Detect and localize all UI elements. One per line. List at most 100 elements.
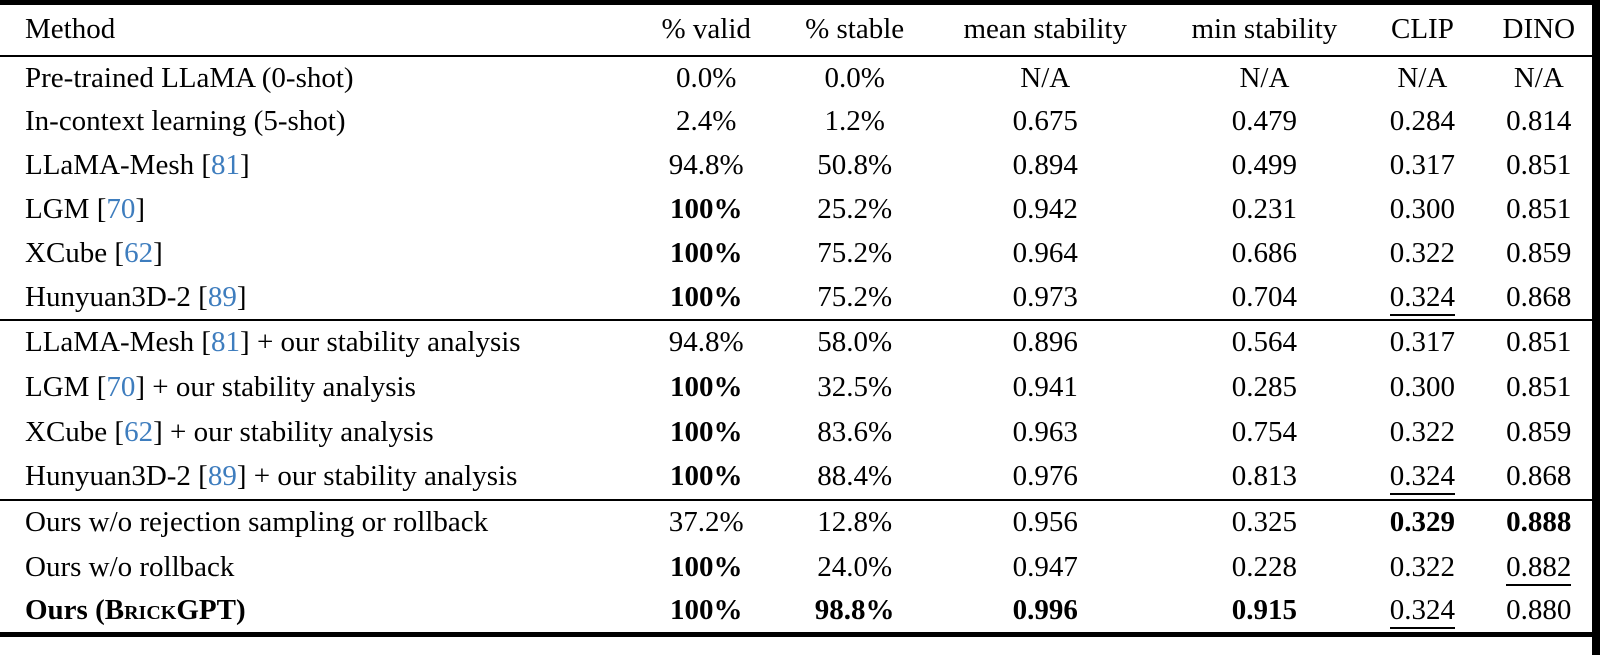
value-cell-clip: 0.300 <box>1367 365 1477 410</box>
method-cell: LGM [70] + our stability analysis <box>0 365 632 410</box>
citation-link[interactable]: 62 <box>124 415 154 448</box>
table-row: Pre-trained LLaMA (0-shot) 0.0% 0.0% N/A N/A… <box>0 56 1600 100</box>
citation-link[interactable]: 89 <box>207 460 237 492</box>
value-cell-min-stability: 0.686 <box>1162 232 1368 276</box>
value-cell-dino: 0.851 <box>1478 188 1600 232</box>
method-text: Pre-trained LLaMA (0-shot) <box>25 61 354 94</box>
value-text: 100% <box>669 193 743 225</box>
value-text: 50.8% <box>817 149 893 181</box>
value-text: 0.963 <box>1012 415 1078 448</box>
value-text: 75.2% <box>817 280 893 313</box>
citation-link[interactable]: 89 <box>207 280 237 313</box>
value-cell-mean-stability: 0.963 <box>929 410 1162 455</box>
value-text: 0.564 <box>1231 326 1298 358</box>
citation-link[interactable]: 70 <box>106 370 136 403</box>
value-text: 0.0% <box>824 61 885 94</box>
method-text: GPT <box>176 594 236 627</box>
value-cell-min-stability: 0.228 <box>1162 545 1368 590</box>
value-cell-stable: 12.8% <box>780 500 928 545</box>
value-cell-dino: 0.851 <box>1478 144 1600 188</box>
method-cell: LGM [70] <box>0 188 632 232</box>
value-text: 94.8% <box>668 326 744 358</box>
value-cell-stable: 32.5% <box>780 365 928 410</box>
table-group-1: Pre-trained LLaMA (0-shot) 0.0% 0.0% N/A N/A… <box>0 56 1600 320</box>
table-header: Method % valid % stable mean stability min s… <box>0 3 1600 56</box>
value-text: 0.813 <box>1231 460 1298 492</box>
value-text: 0.942 <box>1012 193 1078 225</box>
value-text: 0.859 <box>1506 237 1572 269</box>
value-cell-mean-stability: 0.675 <box>929 100 1162 144</box>
value-text: 0.896 <box>1012 326 1078 358</box>
value-cell-valid: 100% <box>632 410 780 455</box>
value-text: 32.5% <box>817 370 893 403</box>
value-cell-clip: 0.300 <box>1367 188 1477 232</box>
value-text: 0.0% <box>675 61 737 94</box>
method-cell: Ours w/o rejection sampling or rollback <box>0 500 632 545</box>
value-cell-valid: 100% <box>632 188 780 232</box>
citation-link[interactable]: 81 <box>211 149 241 181</box>
value-text: 0.868 <box>1506 460 1572 492</box>
value-cell-mean-stability: N/A <box>929 56 1162 100</box>
value-cell-dino: 0.814 <box>1478 100 1600 144</box>
value-text: 0.231 <box>1231 193 1298 225</box>
method-text: ] <box>240 149 250 181</box>
value-text: 0.996 <box>1012 594 1078 627</box>
value-cell-stable: 83.6% <box>780 410 928 455</box>
table-row: Hunyuan3D-2 [89] 100% 75.2% 0.973 0.704 0.324… <box>0 276 1600 320</box>
method-cell: Hunyuan3D-2 [89] + our stability analysi… <box>0 455 632 500</box>
method-cell: In-context learning (5-shot) <box>0 100 632 144</box>
value-text: 0.894 <box>1012 149 1078 181</box>
method-text: XCube [ <box>25 415 125 448</box>
value-text: 0.859 <box>1506 415 1572 448</box>
value-cell-clip: N/A <box>1367 56 1477 100</box>
method-cell: LLaMA-Mesh [81] <box>0 144 632 188</box>
value-cell-min-stability: 0.915 <box>1162 590 1368 635</box>
method-text: ] + our stability analysis <box>240 326 521 358</box>
value-cell-dino: 0.880 <box>1478 590 1600 635</box>
value-cell-mean-stability: 0.894 <box>929 144 1162 188</box>
table-row: Hunyuan3D-2 [89] + our stability analysi… <box>0 455 1600 500</box>
value-cell-valid: 100% <box>632 232 780 276</box>
column-header-dino: DINO <box>1502 13 1576 46</box>
value-text: 0.300 <box>1389 193 1456 225</box>
method-text: LGM [ <box>25 193 107 225</box>
method-cell: Ours w/o rollback <box>0 545 632 590</box>
value-cell-mean-stability: 0.973 <box>929 276 1162 320</box>
value-cell-clip: 0.324 <box>1367 276 1477 320</box>
value-cell-clip: 0.322 <box>1367 232 1477 276</box>
value-cell-mean-stability: 0.956 <box>929 500 1162 545</box>
table-group-2: LLaMA-Mesh [81] + our stability analysis… <box>0 319 1600 500</box>
citation-link[interactable]: 70 <box>106 193 136 225</box>
citation-link[interactable]: 81 <box>211 326 241 358</box>
method-text: ] + our stability analysis <box>236 460 518 492</box>
value-cell-stable: 88.4% <box>780 455 928 500</box>
column-header-min-stability: min stability <box>1191 13 1338 46</box>
value-cell-dino: 0.851 <box>1478 320 1600 365</box>
right-edge-bar <box>1592 0 1600 655</box>
method-text: Hunyuan3D-2 [ <box>25 280 208 313</box>
value-cell-dino: 0.868 <box>1478 455 1600 500</box>
value-text: 100% <box>669 370 743 403</box>
value-cell-stable: 98.8% <box>780 590 928 635</box>
value-cell-dino: 0.882 <box>1478 545 1600 590</box>
value-text: 0.851 <box>1506 193 1572 225</box>
value-cell-mean-stability: 0.964 <box>929 232 1162 276</box>
table-row: LLaMA-Mesh [81] 94.8% 50.8% 0.894 0.499 0.317… <box>0 144 1600 188</box>
value-cell-valid: 94.8% <box>632 144 780 188</box>
value-cell-min-stability: 0.325 <box>1162 500 1368 545</box>
value-text: 0.322 <box>1389 415 1456 448</box>
value-text: 100% <box>669 415 743 448</box>
value-cell-dino: 0.851 <box>1478 365 1600 410</box>
method-text: Ours w/o rollback <box>25 550 235 583</box>
value-text: 1.2% <box>824 105 885 137</box>
value-cell-valid: 100% <box>632 365 780 410</box>
value-text: 37.2% <box>668 506 744 538</box>
value-text: 58.0% <box>817 326 893 358</box>
table-row: In-context learning (5-shot) 2.4% 1.2% 0.67… <box>0 100 1600 144</box>
value-cell-stable: 24.0% <box>780 545 928 590</box>
value-text: 0.324 <box>1389 594 1456 630</box>
value-text: 98.8% <box>814 594 895 627</box>
column-header-mean-stability: mean stability <box>963 13 1127 46</box>
value-cell-min-stability: N/A <box>1162 56 1368 100</box>
citation-link[interactable]: 62 <box>124 237 154 269</box>
